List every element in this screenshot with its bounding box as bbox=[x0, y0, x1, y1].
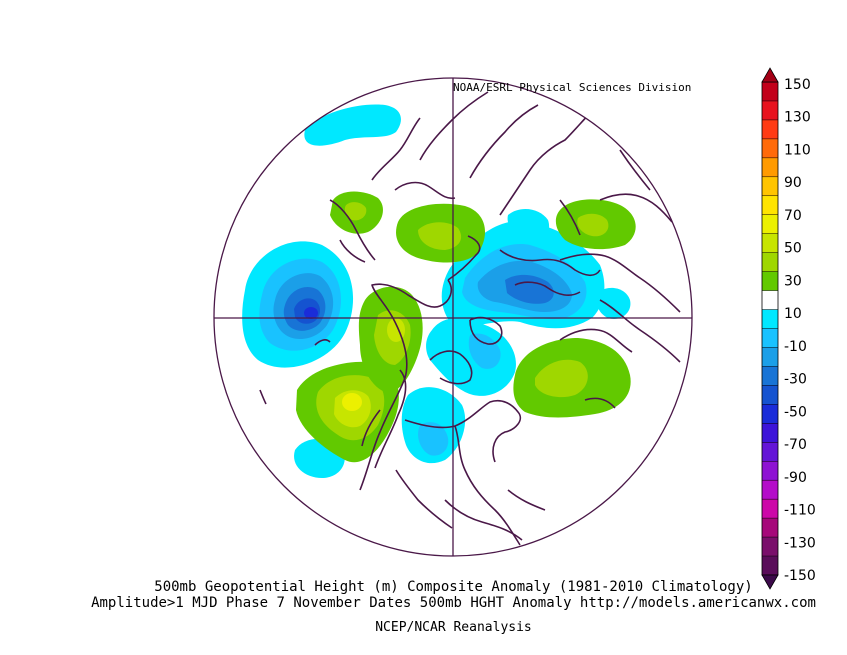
colorbar-tick-label: 50 bbox=[784, 241, 802, 257]
colorbar-tick-label: 30 bbox=[784, 273, 802, 289]
colorbar-top-arrow bbox=[761, 67, 779, 83]
colorbar-swatch bbox=[762, 499, 778, 519]
colorbar-bottom-arrow bbox=[761, 574, 779, 590]
colorbar-tick-label: 110 bbox=[784, 142, 811, 158]
colorbar-tick-label: 130 bbox=[784, 110, 811, 126]
colorbar-tick-label: -90 bbox=[784, 470, 807, 486]
colorbar-tick-label: -130 bbox=[784, 535, 816, 551]
colorbar-swatch bbox=[762, 537, 778, 557]
anomaly-negative-patch bbox=[507, 208, 550, 239]
colorbar-tick-label: -70 bbox=[784, 437, 807, 453]
anomaly-positive-europe bbox=[555, 199, 636, 250]
colorbar-swatch bbox=[762, 309, 778, 329]
colorbar: 150 130 110 90 70 50 30 10 -10 -30 -50 -70 -90 -110 -1… bbox=[761, 67, 816, 590]
colorbar-swatch bbox=[762, 100, 778, 121]
colorbar-swatch bbox=[762, 271, 778, 291]
anomaly-positive-north-pacific bbox=[296, 361, 399, 463]
colorbar-tick-label: -50 bbox=[784, 404, 807, 420]
colorbar-swatch bbox=[762, 480, 778, 500]
colorbar-tick-label: 90 bbox=[784, 175, 802, 191]
caption-line-3: NCEP/NCAR Reanalysis bbox=[375, 620, 532, 635]
colorbar-swatch bbox=[762, 461, 778, 481]
colorbar-swatch bbox=[762, 82, 778, 102]
caption-line-1: 500mb Geopotential Height (m) Composite … bbox=[154, 579, 753, 595]
coastlines bbox=[259, 91, 681, 546]
colorbar-tick-label: 10 bbox=[784, 306, 802, 322]
colorbar-tick-label: -110 bbox=[784, 503, 816, 519]
colorbar-tick-label: 150 bbox=[784, 77, 811, 93]
anomaly-negative-canada bbox=[401, 318, 516, 464]
colorbar-swatch bbox=[762, 518, 778, 538]
credit-text: NOAA/ESRL Physical Sciences Division bbox=[453, 81, 692, 94]
anomaly-positive-atlantic bbox=[513, 338, 631, 418]
colorbar-swatch bbox=[762, 442, 778, 462]
colorbar-swatch bbox=[762, 290, 778, 310]
colorbar-tick-label: -10 bbox=[784, 339, 807, 355]
colorbar-tick-label: -150 bbox=[784, 568, 816, 584]
colorbar-swatch bbox=[762, 233, 778, 253]
colorbar-swatch bbox=[762, 252, 778, 272]
colorbar-tick-label: 70 bbox=[784, 208, 802, 224]
colorbar-swatch bbox=[762, 195, 778, 216]
colorbar-swatch bbox=[762, 423, 778, 443]
colorbar-swatch bbox=[762, 385, 778, 405]
colorbar-swatch bbox=[762, 119, 778, 140]
caption-line-2: Amplitude>1 MJD Phase 7 November Dates 5… bbox=[91, 595, 816, 611]
anomaly-negative-pacific bbox=[242, 241, 354, 368]
anomaly-positive-arctic bbox=[396, 203, 485, 263]
anomaly-negative-north-edge bbox=[304, 104, 401, 146]
colorbar-swatch bbox=[762, 214, 778, 234]
anomaly-field bbox=[214, 78, 692, 556]
globe-outline bbox=[213, 77, 693, 557]
colorbar-swatch bbox=[762, 347, 778, 367]
anomaly-positive-core bbox=[344, 202, 367, 221]
colorbar-swatch bbox=[762, 556, 778, 576]
colorbar-tick-label: -30 bbox=[784, 372, 807, 388]
colorbar-swatch bbox=[762, 366, 778, 386]
colorbar-swatch bbox=[762, 138, 778, 159]
colorbar-swatch bbox=[762, 404, 778, 424]
colorbar-swatch bbox=[762, 176, 778, 197]
colorbar-swatch bbox=[762, 328, 778, 348]
colorbar-swatch bbox=[762, 157, 778, 178]
